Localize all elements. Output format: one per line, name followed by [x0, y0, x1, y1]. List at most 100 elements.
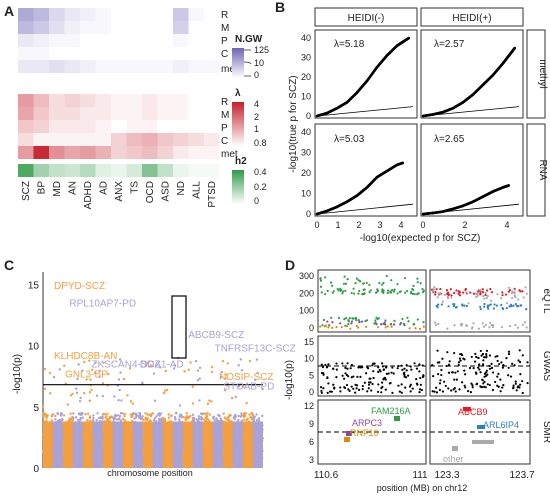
- locus-x-axis-label: position (MB) on chr12: [377, 483, 468, 493]
- locus-point: [492, 307, 495, 310]
- locus-point: [396, 292, 399, 295]
- locus-point: [420, 388, 424, 392]
- locus-point: [434, 323, 438, 327]
- locus-point: [467, 390, 470, 393]
- manhattan-point: [158, 366, 162, 369]
- locus-point: [390, 371, 393, 374]
- locus-point: [374, 319, 377, 322]
- locus-point: [446, 327, 449, 330]
- locus-point: [481, 379, 484, 382]
- locus-point: [432, 288, 435, 291]
- locus-point: [353, 292, 356, 295]
- locus-point: [455, 378, 458, 381]
- manhattan-point: [222, 412, 225, 415]
- lambda-cell: [173, 146, 189, 159]
- manhattan-point: [48, 372, 52, 375]
- manhattan-point: [200, 415, 203, 419]
- locus-point: [525, 292, 528, 295]
- locus-point: [483, 356, 486, 359]
- locus-point: [485, 349, 489, 352]
- locus-point: [404, 291, 407, 294]
- lambda-cell: [126, 120, 142, 133]
- locus-point: [521, 323, 525, 326]
- locus-point: [450, 294, 453, 297]
- manhattan-point: [257, 417, 261, 420]
- locus-ytick: 200: [299, 288, 314, 298]
- locus-point: [339, 289, 342, 292]
- locus-point: [371, 382, 374, 386]
- locus-point: [486, 294, 489, 298]
- manhattan-band: [213, 421, 223, 468]
- locus-point: [484, 293, 487, 297]
- lambda-cell: [80, 133, 96, 146]
- locus-point: [526, 381, 529, 385]
- manhattan-point: [164, 369, 167, 373]
- locus-point: [507, 366, 510, 369]
- locus-point: [341, 374, 344, 377]
- locus-point: [470, 327, 474, 330]
- qq-plot-panel: HEIDI(-) HEIDI(+) methyl RNA λ=5.18 λ=2.…: [288, 7, 548, 244]
- qq-point: [507, 184, 511, 187]
- locus-point: [401, 317, 404, 321]
- manhattan-labels: DPYD-SCZ RPL10AP7-PD ABCB9-SCZ TNFRSF13C-SC…: [54, 281, 296, 392]
- lambda-cell: [49, 107, 65, 120]
- locus-point: [352, 317, 355, 320]
- locus-point: [362, 282, 365, 285]
- locus-point: [501, 291, 504, 294]
- locus-point: [418, 363, 421, 366]
- locus-point: [481, 288, 484, 291]
- locus-point: [499, 378, 502, 381]
- locus-point: [496, 354, 499, 358]
- locus-point: [518, 360, 522, 364]
- h2-cell: [49, 164, 65, 177]
- locus-point: [339, 386, 342, 389]
- manhattan-point: [242, 415, 246, 418]
- locus-xtick-123-3: 123.3: [434, 470, 459, 481]
- locus-point: [319, 386, 323, 389]
- manhattan-point: [63, 364, 66, 367]
- manhattan-point: [202, 418, 205, 421]
- manhattan-band: [223, 421, 233, 468]
- locus-point: [489, 299, 493, 302]
- legend-lambda-tick-1: 1: [254, 124, 259, 134]
- locus-point: [489, 321, 492, 324]
- ngw-cell: [126, 8, 142, 21]
- qq-point: [401, 161, 405, 165]
- manhattan-point: [208, 419, 211, 423]
- locus-point: [357, 318, 360, 322]
- locus-point: [488, 367, 492, 370]
- manhattan-point: [191, 413, 195, 417]
- manhattan-point: [86, 419, 89, 422]
- locus-xtick-110-6: 110.6: [314, 470, 339, 481]
- locus-point: [335, 362, 338, 365]
- manhattan-gene-label: GNL3-BP: [65, 369, 108, 380]
- locus-point: [482, 359, 485, 362]
- locus-point: [481, 352, 485, 356]
- locus-point: [453, 324, 456, 327]
- ngw-cell: [157, 60, 173, 73]
- manhattan-point: [101, 412, 105, 416]
- locus-point: [359, 375, 362, 378]
- locus-point: [511, 387, 515, 390]
- locus-point: [479, 371, 482, 374]
- manhattan-point: [92, 419, 95, 422]
- manhattan-gene-label: TNFRSF13C-SCZ: [215, 344, 296, 355]
- locus-point: [361, 293, 364, 296]
- locus-point: [376, 289, 379, 292]
- manhattan-point: [184, 416, 187, 420]
- locus-point: [485, 352, 488, 356]
- manhattan-band: [163, 421, 173, 468]
- locus-point: [422, 290, 425, 294]
- locus-point: [433, 321, 437, 324]
- locus-point: [403, 277, 407, 280]
- manhattan-point: [129, 400, 133, 403]
- locus-point: [341, 362, 344, 365]
- manhattan-band: [243, 421, 253, 468]
- locus-point: [513, 292, 516, 295]
- locus-point: [447, 305, 450, 308]
- locus-point: [362, 293, 366, 296]
- manhattan-point: [179, 413, 182, 416]
- locus-point: [522, 296, 525, 299]
- manhattan-point: [197, 417, 201, 420]
